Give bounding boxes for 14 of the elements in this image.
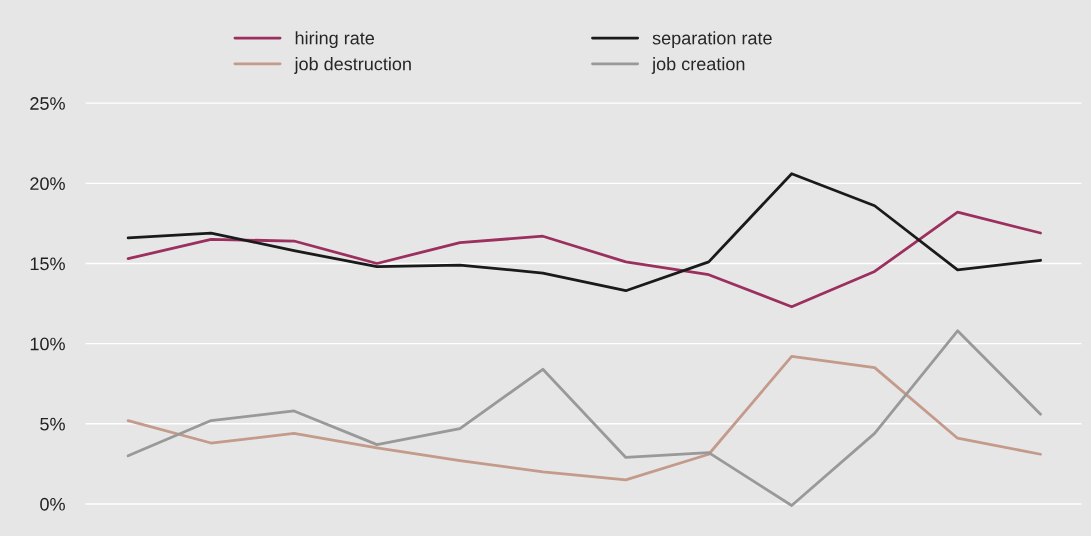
y-tick-label: 10% — [30, 337, 65, 351]
y-tick-label: 25% — [30, 97, 65, 110]
line-series — [126, 172, 1042, 293]
y-tick-label: 5% — [40, 417, 65, 431]
legend-label: job creation — [651, 57, 745, 74]
y-tick-label: 20% — [30, 177, 65, 191]
legend-label: hiring rate — [295, 31, 375, 49]
y-tick-label: 15% — [30, 257, 65, 271]
line-series — [126, 210, 1042, 309]
line-series — [126, 329, 1042, 507]
legend-label: separation rate — [652, 31, 772, 49]
legend-label: job destruction — [294, 57, 411, 74]
y-tick-label: 0% — [40, 497, 65, 511]
line-series — [126, 355, 1042, 482]
